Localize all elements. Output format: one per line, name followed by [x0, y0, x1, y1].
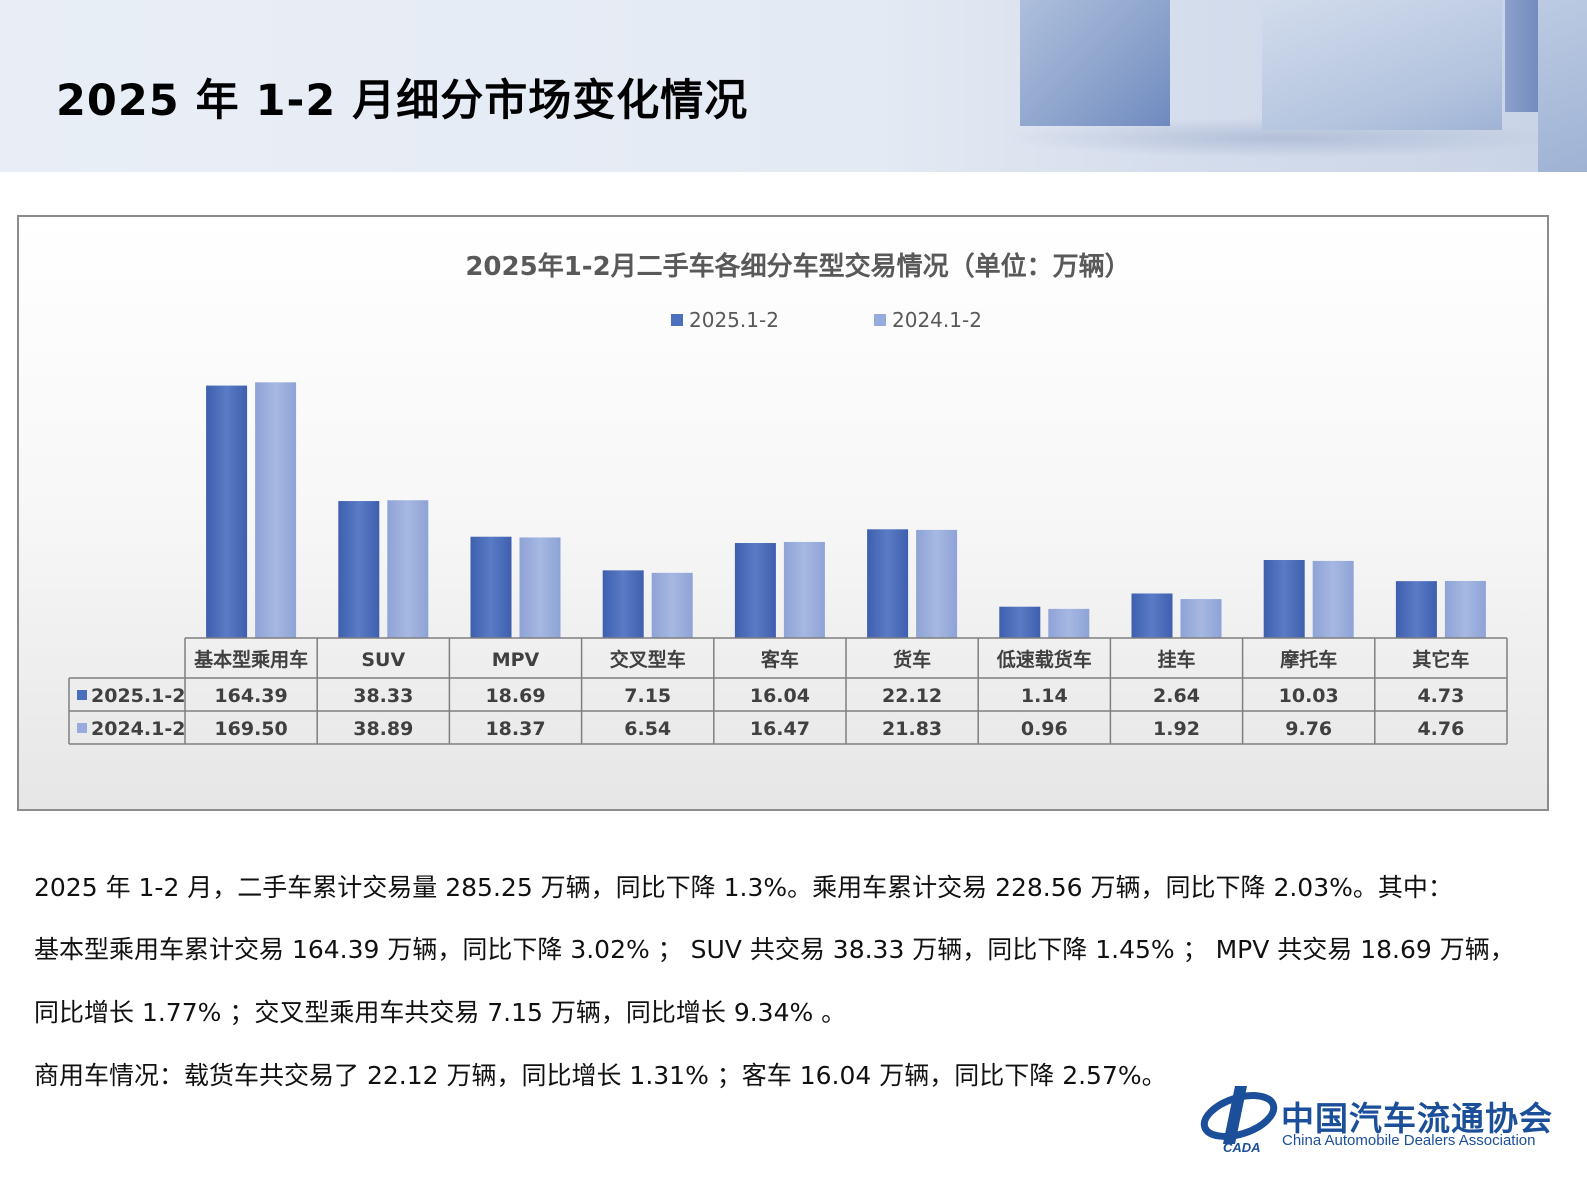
chart-frame: 2025年1-2月二手车各细分车型交易情况（单位：万辆） 2025.1-2 2024…	[17, 215, 1549, 811]
category-label: 挂车	[1157, 648, 1195, 671]
bar	[651, 572, 693, 638]
data-label: 18.69	[485, 685, 545, 707]
header-decoration	[1020, 0, 1170, 126]
summary-paragraph: 同比增长 1.77% ；交叉型乘用车共交易 7.15 万辆，同比增长 9.34%…	[34, 998, 847, 1027]
bar	[1312, 560, 1354, 638]
summary-paragraph: 商用车情况：载货车共交易了 22.12 万辆，同比增长 1.31% ；客车 16…	[34, 1061, 1167, 1090]
legend-swatch	[671, 314, 683, 326]
category-label: 货车	[893, 648, 931, 671]
legend-label: 2024.1-2	[892, 308, 982, 332]
header-decoration	[1262, 0, 1502, 130]
bar	[1048, 608, 1090, 638]
bar	[206, 385, 248, 638]
data-label: 0.96	[1021, 718, 1068, 740]
chart-title: 2025年1-2月二手车各细分车型交易情况（单位：万辆）	[465, 251, 1130, 282]
bar	[1263, 560, 1305, 638]
data-label: 16.04	[750, 685, 810, 707]
data-label: 1.14	[1021, 685, 1068, 707]
bar	[387, 500, 429, 638]
cada-logo-icon	[1200, 1086, 1278, 1144]
cada-logo: CADA 中国汽车流通协会 China Automobile Dealers A…	[1195, 1078, 1575, 1158]
bar	[734, 543, 776, 638]
data-label: 9.76	[1285, 718, 1332, 740]
logo-abbreviation: CADA	[1223, 1140, 1261, 1155]
data-label: 18.37	[485, 718, 545, 740]
bar	[255, 382, 297, 638]
category-label: 其它车	[1412, 648, 1469, 671]
summary-paragraph: 基本型乘用车累计交易 164.39 万辆，同比下降 3.02% ； SUV 共交…	[34, 935, 1515, 964]
data-label: 169.50	[214, 718, 287, 740]
category-label: MPV	[492, 649, 540, 671]
bar	[783, 541, 825, 638]
category-label: 低速载货车	[996, 648, 1092, 671]
bar	[470, 536, 512, 638]
data-label: 21.83	[882, 718, 942, 740]
logo-name-cn: 中国汽车流通协会	[1281, 1099, 1553, 1138]
data-label: 10.03	[1279, 685, 1339, 707]
data-label: 22.12	[882, 685, 942, 707]
legend-swatch	[77, 690, 87, 700]
bar	[602, 570, 644, 638]
category-label: 摩托车	[1280, 648, 1337, 671]
data-label: 164.39	[214, 685, 287, 707]
data-label: 4.76	[1417, 718, 1464, 740]
bar	[1131, 593, 1173, 638]
bar	[338, 501, 380, 638]
bar	[867, 529, 909, 638]
bar	[1180, 599, 1222, 638]
table-row-header: 2025.1-2	[91, 685, 185, 707]
header-decoration	[1538, 0, 1587, 172]
category-label: 基本型乘用车	[193, 648, 308, 671]
table-row-header: 2024.1-2	[91, 718, 185, 740]
data-label: 38.33	[353, 685, 413, 707]
bar	[1444, 580, 1486, 638]
bar	[519, 537, 561, 638]
data-label: 2.64	[1153, 685, 1200, 707]
legend-label: 2025.1-2	[689, 308, 779, 332]
category-label: 客车	[761, 648, 799, 671]
summary-paragraph: 2025 年 1-2 月，二手车累计交易量 285.25 万辆，同比下降 1.3…	[34, 873, 1453, 902]
data-label: 6.54	[624, 718, 671, 740]
category-label: SUV	[361, 649, 405, 671]
bar-chart: 2025年1-2月二手车各细分车型交易情况（单位：万辆） 2025.1-2 2024…	[68, 251, 1508, 745]
bar	[916, 529, 958, 638]
legend-swatch	[77, 723, 87, 733]
logo-name-en: China Automobile Dealers Association	[1282, 1132, 1536, 1149]
bar	[999, 606, 1041, 638]
data-label: 38.89	[353, 718, 413, 740]
data-label: 16.47	[750, 718, 810, 740]
page-header: 2025 年 1-2 月细分市场变化情况	[0, 0, 1587, 172]
category-label: 交叉型车	[610, 648, 686, 671]
data-label: 7.15	[624, 685, 671, 707]
bar	[1395, 581, 1437, 638]
page-title: 2025 年 1-2 月细分市场变化情况	[56, 76, 749, 126]
legend-swatch	[874, 314, 886, 326]
data-label: 1.92	[1153, 718, 1200, 740]
data-label: 4.73	[1417, 685, 1464, 707]
